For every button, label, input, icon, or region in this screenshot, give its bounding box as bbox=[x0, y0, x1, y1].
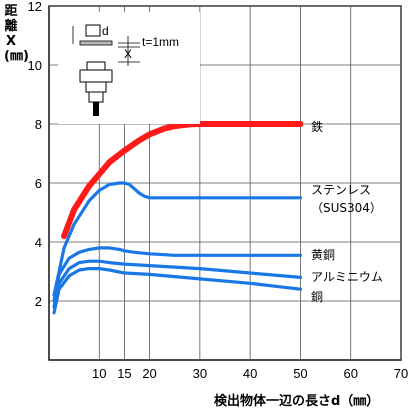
series-line bbox=[52, 181, 302, 297]
x-tick-label: 20 bbox=[142, 366, 156, 381]
x-tick-label: 60 bbox=[343, 366, 357, 381]
series-line bbox=[52, 267, 302, 315]
y-tick-label: 4 bbox=[35, 235, 42, 250]
series-label: （SUS304） bbox=[311, 201, 382, 215]
y-axis-label-line: 離 bbox=[4, 19, 18, 34]
y-tick-label: 12 bbox=[28, 0, 42, 14]
inset-background bbox=[58, 12, 200, 124]
y-axis-label-line: 距 bbox=[4, 4, 18, 19]
inset-thickness-label: t=1mm bbox=[142, 35, 179, 49]
y-tick-label: 6 bbox=[35, 176, 42, 191]
series-label: アルミニウム bbox=[311, 270, 383, 284]
series-line bbox=[61, 121, 304, 240]
sensor-body bbox=[85, 81, 107, 93]
sensor-cable bbox=[93, 102, 99, 116]
tick-labels: 10 15 20 30 40 50 60 70 2 4 6 8 10 12 bbox=[28, 0, 409, 381]
plate-thickness bbox=[79, 40, 113, 46]
sensor-nut bbox=[79, 69, 113, 83]
x-tick-label: 10 bbox=[92, 366, 106, 381]
sensor-inset-diagram: d X t=1mm bbox=[58, 12, 200, 124]
inset-x-label: X bbox=[124, 47, 132, 61]
x-axis-label: 検出物体一辺の長さd（㎜） bbox=[214, 394, 380, 409]
x-tick-label: 15 bbox=[117, 366, 131, 381]
sensor-body-lower bbox=[88, 91, 104, 103]
x-tick-label: 70 bbox=[394, 366, 408, 381]
series-lines bbox=[52, 121, 304, 315]
series-line bbox=[52, 246, 302, 303]
series-label: 黄銅 bbox=[311, 248, 335, 262]
y-tick-label: 10 bbox=[28, 58, 42, 73]
y-tick-label: 2 bbox=[35, 294, 42, 309]
y-axis-label-line: X bbox=[5, 34, 17, 49]
series-line bbox=[52, 259, 302, 309]
x-tick-label: 50 bbox=[293, 366, 307, 381]
series-label: ステンレス bbox=[311, 183, 371, 197]
target-plate bbox=[85, 24, 101, 37]
series-label: 鉄 bbox=[311, 119, 323, 134]
y-tick-label: 8 bbox=[35, 117, 42, 132]
series-label: 銅 bbox=[311, 290, 323, 304]
x-tick-label: 30 bbox=[193, 366, 207, 381]
x-tick-label: 40 bbox=[243, 366, 257, 381]
sensor-head bbox=[86, 61, 106, 71]
inset-d-label: d bbox=[102, 24, 109, 38]
